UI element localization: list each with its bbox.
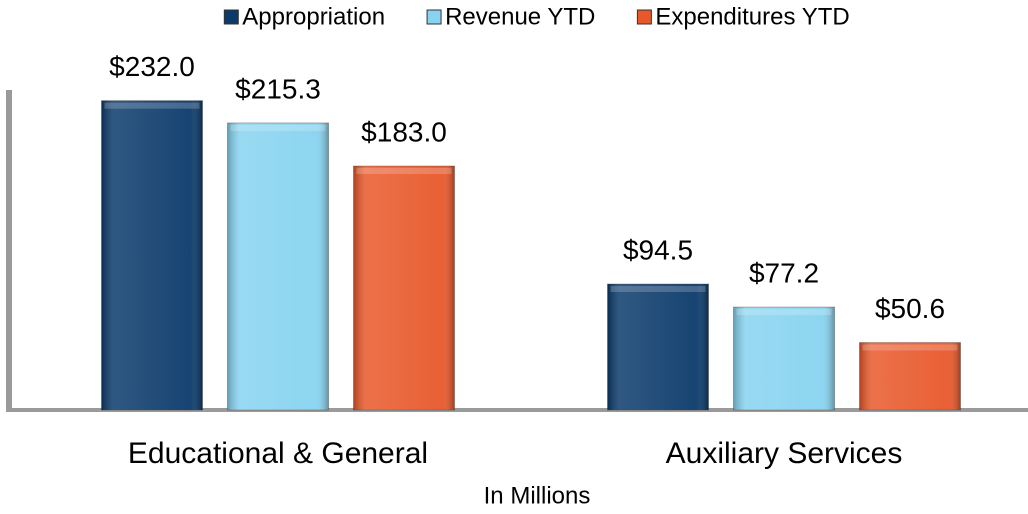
legend-label: Expenditures YTD (655, 3, 849, 30)
legend-swatch (636, 9, 652, 25)
plot-frame-left (6, 90, 12, 412)
data-label: $215.3 (235, 73, 321, 104)
legend-item: Revenue YTD (426, 3, 595, 30)
legend-swatch (426, 9, 442, 25)
bar-bevel-top (610, 286, 706, 292)
x-tick-label: Auxiliary Services (666, 437, 903, 470)
legend-label: Appropriation (242, 3, 385, 30)
bar-bevel-top (230, 124, 326, 131)
data-label: $50.6 (875, 293, 945, 324)
legend-swatch (223, 9, 239, 25)
data-label: $232.0 (109, 51, 195, 82)
bar-bevel-top (356, 168, 452, 174)
bar-bevel-top (862, 344, 958, 351)
x-axis-title: In Millions (484, 482, 591, 509)
data-label: $183.0 (361, 116, 447, 147)
bar-bevel-top (736, 309, 832, 316)
bar (859, 342, 961, 411)
bar (101, 100, 203, 411)
bar (733, 306, 835, 411)
legend-label: Revenue YTD (445, 3, 595, 30)
legend-item: Appropriation (223, 3, 385, 30)
x-tick-label: Educational & General (128, 437, 428, 470)
bar-bevel-top (104, 102, 200, 109)
bar (607, 283, 709, 411)
bar (227, 122, 329, 411)
legend-item: Expenditures YTD (636, 3, 850, 30)
data-label: $77.2 (749, 257, 819, 288)
bar (353, 165, 455, 411)
data-label: $94.5 (623, 234, 693, 265)
baseline (6, 408, 1028, 412)
